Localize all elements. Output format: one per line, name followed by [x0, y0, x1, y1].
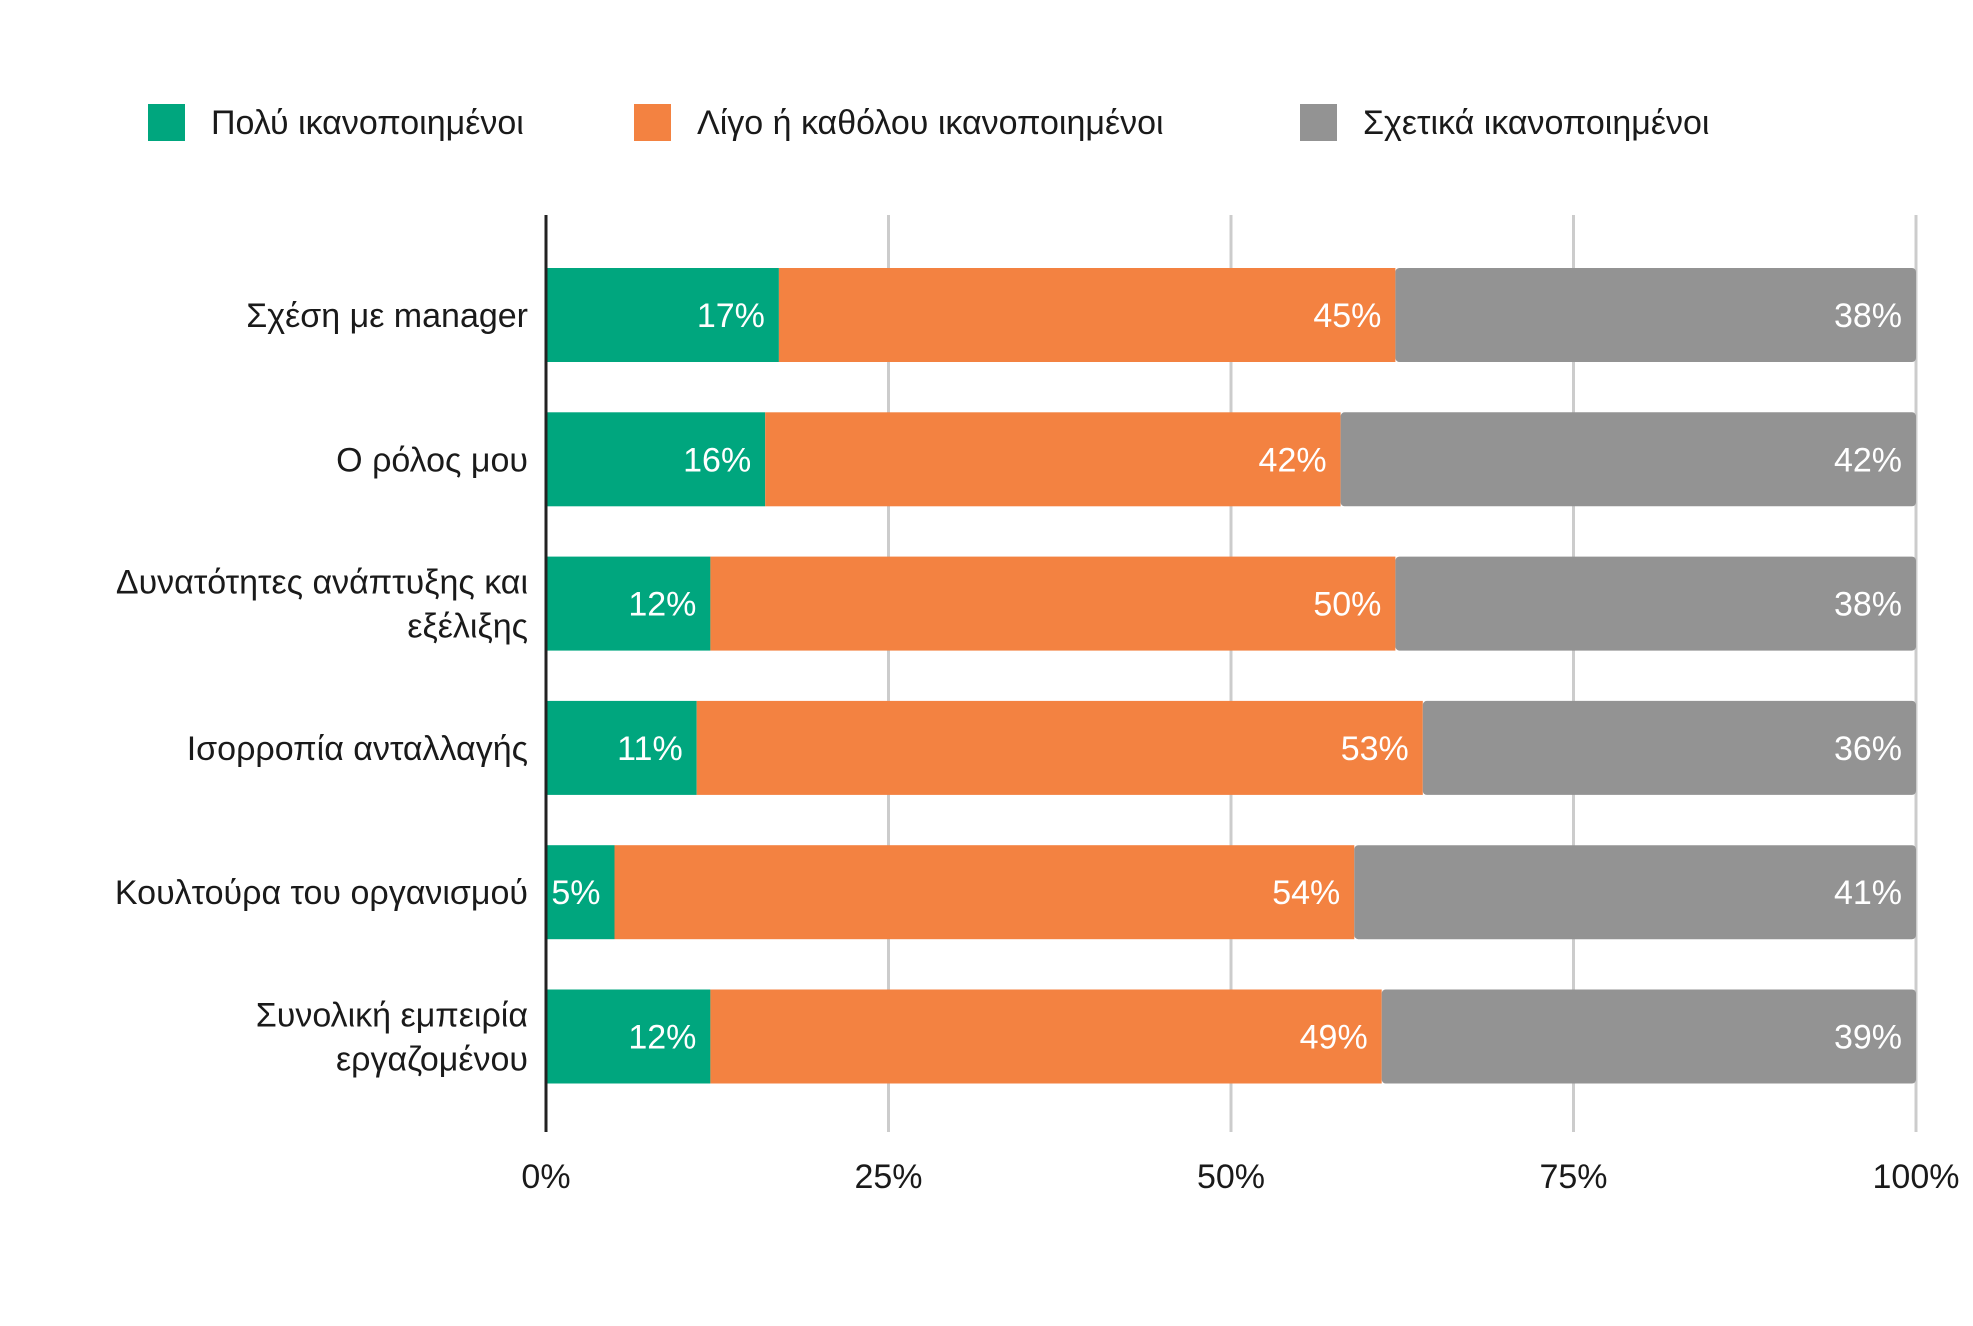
- legend-swatch: [148, 104, 185, 141]
- bar-segment: [546, 268, 779, 362]
- legend-label: Πολύ ικανοποιημένοι: [211, 104, 524, 142]
- bar-value-label: 36%: [1834, 730, 1902, 768]
- bar-segment: [546, 989, 711, 1084]
- x-tick-label: 0%: [521, 1158, 570, 1196]
- category-label: Ο ρόλος μου: [336, 441, 528, 479]
- bar-value-label: 5%: [551, 874, 600, 912]
- bar-value-label: 39%: [1834, 1019, 1902, 1057]
- category-label-line: Κουλτούρα του οργανισμού: [115, 874, 528, 912]
- bar-value-label: 42%: [1834, 441, 1902, 479]
- bar-segment: [710, 556, 1396, 651]
- legend-item: Σχετικά ικανοποιημένοι: [1300, 104, 1709, 142]
- bar-value-label: 50%: [1313, 586, 1381, 624]
- legend-item: Πολύ ικανοποιημένοι: [148, 104, 524, 142]
- category-label: Δυνατότητες ανάπτυξης και εξέλιξης: [116, 564, 528, 646]
- category-label-line: Συνολική εμπειρία: [256, 997, 528, 1035]
- bars: Σχέση με manager 17% 45% 38% Ο ρόλος μου 16% 4…: [115, 268, 1916, 1084]
- bar-segment: [546, 845, 615, 940]
- bar-value-label: 38%: [1834, 297, 1902, 335]
- bar-segment: [1395, 556, 1916, 651]
- bar-segment: [1422, 700, 1916, 795]
- grid-lines: [887, 215, 1918, 1132]
- bar-row: Κουλτούρα του οργανισμού 5% 54% 41%: [115, 845, 1916, 940]
- category-label: Σχέση με manager: [246, 297, 528, 335]
- legend-swatch: [1300, 104, 1337, 141]
- category-label-line: Ισορροπία ανταλλαγής: [187, 730, 528, 768]
- bar-segment: [778, 268, 1396, 362]
- bar-segment: [1354, 845, 1916, 940]
- category-label: Κουλτούρα του οργανισμού: [115, 874, 528, 912]
- bar-segment: [614, 845, 1355, 940]
- bar-segment: [765, 412, 1341, 507]
- bar-segment: [546, 412, 766, 507]
- bar-row: Συνολική εμπειρία εργαζομένου 12% 49% 39%: [256, 989, 1916, 1084]
- bar-value-label: 53%: [1341, 730, 1409, 768]
- bar-segment: [1340, 412, 1916, 507]
- bar-value-label: 38%: [1834, 586, 1902, 624]
- bar-value-label: 49%: [1300, 1019, 1368, 1057]
- legend-label: Λίγο ή καθόλου ικανοποιημένοι: [697, 104, 1164, 142]
- legend: Πολύ ικανοποιημένοι Λίγο ή καθόλου ικανοπ…: [148, 104, 1709, 142]
- category-label-line: Δυνατότητες ανάπτυξης και: [116, 564, 528, 602]
- axes: 0% 25% 50% 75% 100%: [521, 215, 1959, 1196]
- bar-value-label: 54%: [1272, 874, 1340, 912]
- x-tick-label: 50%: [1197, 1158, 1265, 1196]
- bar-segment: [546, 700, 697, 795]
- bar-value-label: 16%: [683, 441, 751, 479]
- bar-segment: [1395, 268, 1916, 362]
- bar-value-label: 42%: [1259, 441, 1327, 479]
- category-label: Συνολική εμπειρία εργαζομένου: [256, 997, 528, 1079]
- bar-segment: [696, 700, 1423, 795]
- category-label: Ισορροπία ανταλλαγής: [187, 730, 528, 768]
- category-label-line: Σχέση με manager: [246, 297, 528, 335]
- category-label-line: εργαζομένου: [336, 1041, 528, 1079]
- bar-value-label: 11%: [617, 730, 683, 768]
- legend-item: Λίγο ή καθόλου ικανοποιημένοι: [634, 104, 1164, 142]
- bar-value-label: 12%: [628, 586, 696, 624]
- bar-value-label: 12%: [628, 1019, 696, 1057]
- bar-row: Σχέση με manager 17% 45% 38%: [246, 268, 1916, 362]
- bar-value-label: 17%: [697, 297, 765, 335]
- legend-swatch: [634, 104, 671, 141]
- bar-row: Ισορροπία ανταλλαγής 11% 53% 36%: [187, 700, 1916, 795]
- bar-segment: [546, 556, 711, 651]
- x-tick-label: 100%: [1873, 1158, 1960, 1196]
- bar-segment: [710, 989, 1382, 1084]
- category-label-line: εξέλιξης: [407, 608, 528, 646]
- bar-row: Δυνατότητες ανάπτυξης και εξέλιξης 12% 50% 3…: [116, 556, 1916, 651]
- x-tick-label: 25%: [854, 1158, 922, 1196]
- category-label-line: Ο ρόλος μου: [336, 441, 528, 479]
- bar-segment: [1381, 989, 1916, 1084]
- bar-value-label: 41%: [1834, 874, 1902, 912]
- bar-value-label: 45%: [1313, 297, 1381, 335]
- bar-row: Ο ρόλος μου 16% 42% 42%: [336, 412, 1916, 507]
- legend-label: Σχετικά ικανοποιημένοι: [1363, 104, 1709, 142]
- x-tick-label: 75%: [1539, 1158, 1607, 1196]
